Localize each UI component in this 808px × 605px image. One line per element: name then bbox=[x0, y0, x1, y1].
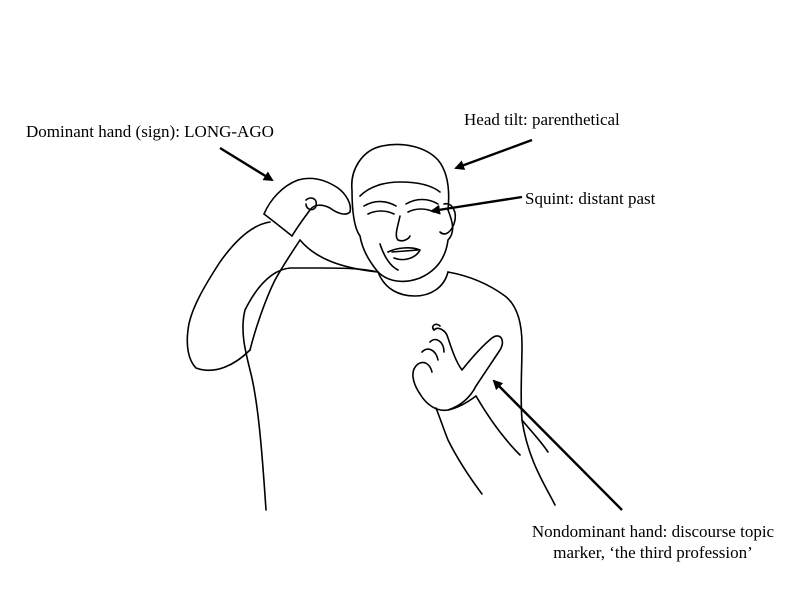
left-brow bbox=[363, 200, 397, 207]
right-shoulder bbox=[447, 271, 556, 506]
annotation-nondominant-line2: marker, ‘the third profession’ bbox=[553, 543, 753, 562]
right-brow bbox=[405, 198, 439, 205]
annotation-nondominant-hand: Nondominant hand: discourse topic marker… bbox=[508, 521, 798, 563]
nondominant-forearm-lower bbox=[475, 395, 521, 456]
torso-outline bbox=[242, 267, 379, 511]
nondominant-cuff bbox=[447, 395, 477, 411]
annotation-dominant-hand: Dominant hand (sign): LONG-AGO bbox=[26, 122, 274, 141]
dominant-sleeve-cuff bbox=[263, 213, 293, 237]
annotation-head-tilt: Head tilt: parenthetical bbox=[464, 110, 620, 129]
dominant-forearm bbox=[249, 239, 301, 351]
nondominant-sleeve bbox=[435, 407, 483, 495]
ear bbox=[439, 202, 457, 235]
nondominant-hand bbox=[412, 327, 504, 412]
left-eye-squint bbox=[367, 210, 395, 215]
nose bbox=[395, 215, 411, 242]
mouth bbox=[387, 247, 421, 261]
nondominant-thumb bbox=[431, 323, 441, 331]
cheek-line bbox=[379, 243, 399, 271]
arrow-nondominant-hand bbox=[492, 379, 623, 511]
right-body-edge bbox=[521, 419, 549, 453]
shirt-neckline bbox=[377, 271, 449, 297]
annotation-nondominant-line1: Nondominant hand: discourse topic bbox=[531, 522, 775, 541]
arrow-dominant-hand bbox=[219, 146, 274, 182]
head-outline bbox=[351, 143, 454, 283]
hairline bbox=[359, 181, 441, 197]
arrow-squint bbox=[430, 195, 523, 215]
dominant-upper-arm bbox=[186, 221, 271, 372]
annotation-squint: Squint: distant past bbox=[525, 189, 656, 208]
nondominant-fingers bbox=[421, 338, 445, 361]
dominant-inner-arm bbox=[299, 239, 379, 273]
right-eye-squint bbox=[407, 208, 435, 213]
arrow-head-tilt bbox=[454, 138, 533, 170]
dominant-thumb bbox=[305, 197, 318, 211]
teeth bbox=[391, 249, 419, 253]
